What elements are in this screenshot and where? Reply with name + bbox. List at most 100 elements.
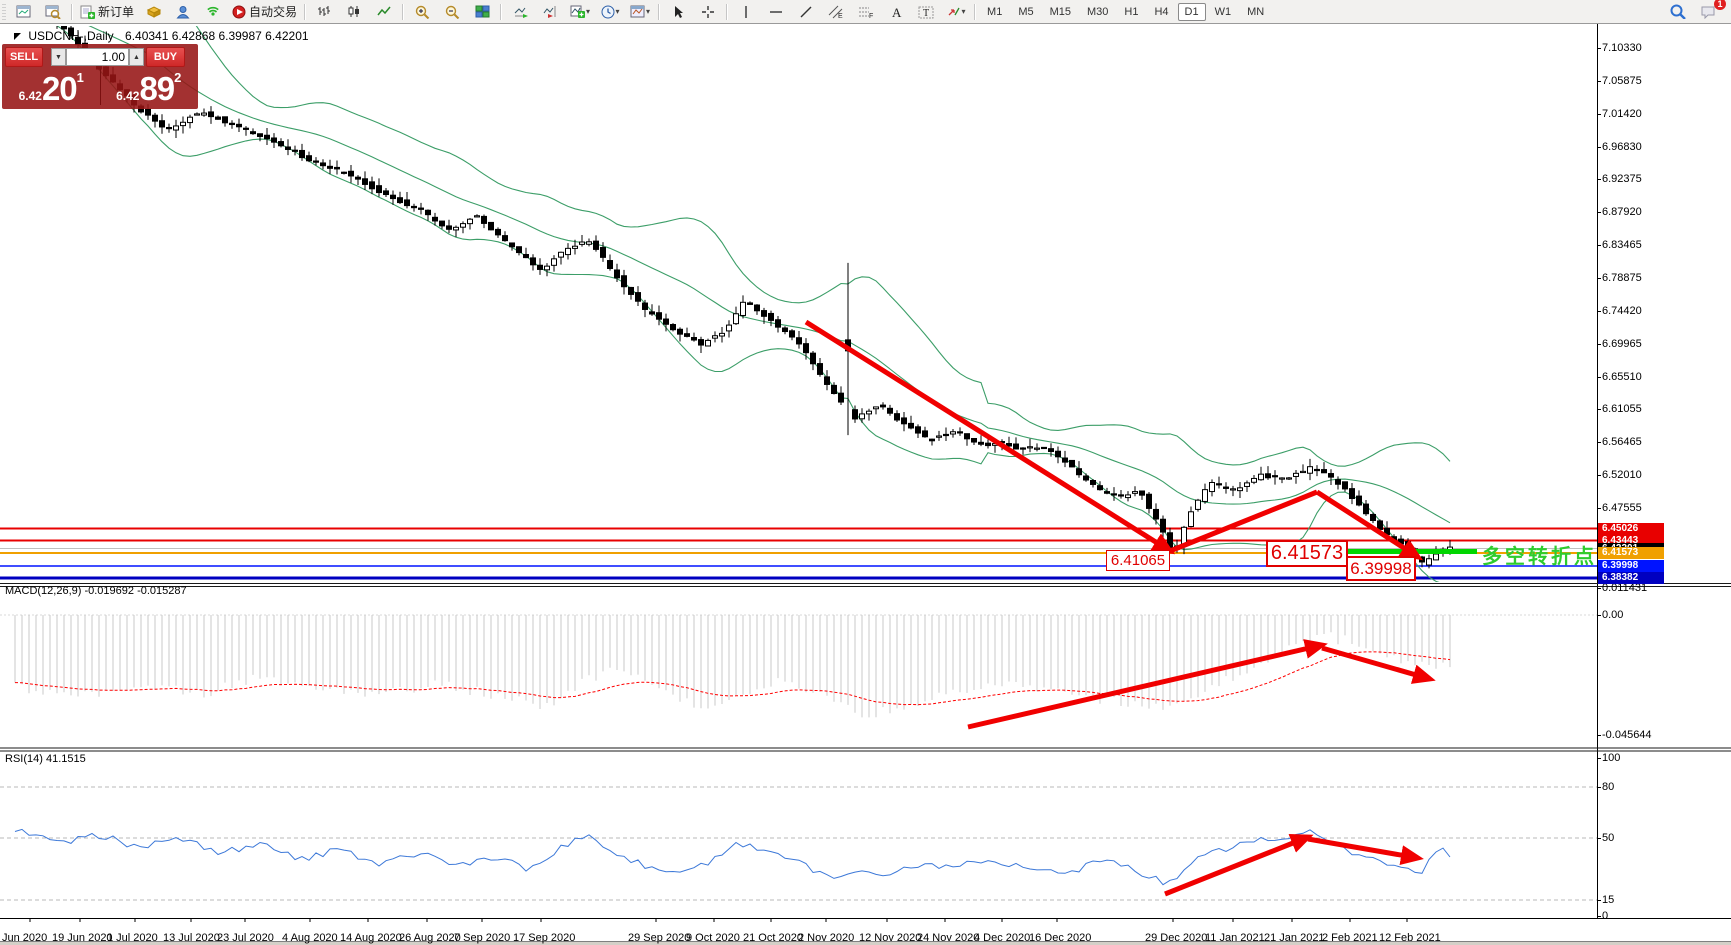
timeframe-D1[interactable]: D1 [1177,2,1206,21]
autotrade-button[interactable]: 自动交易 [229,1,300,23]
arrows-tool[interactable]: ▾ [942,1,970,23]
sell-button[interactable]: SELL [5,47,43,67]
price-tick-mark [1597,277,1601,279]
candlestick-chart-icon[interactable] [340,1,368,23]
price-divider [99,69,101,105]
horizontal-line-tool[interactable] [762,1,790,23]
toolbar-separator [500,3,503,20]
date-tick-label: 9 Oct 2020 [686,932,740,944]
date-tick-label: 14 Aug 2020 [340,932,402,944]
new-order-button[interactable]: 新订单 [77,1,137,23]
date-tick-label: 24 Nov 2020 [917,932,980,944]
crosshair-tool[interactable] [694,1,722,23]
indicator-tick-label: 0 [1602,910,1609,922]
charts-window-icon[interactable] [9,1,37,23]
indicator-tick-label: -0.045644 [1602,729,1652,741]
ohlc-values: 6.40341 6.42868 6.39987 6.42201 [125,29,309,43]
timeframe-H1[interactable]: H1 [1124,5,1139,18]
buy-price[interactable]: 6.42 89 2 [102,69,197,105]
date-tick-label: 4 Dec 2020 [974,932,1031,944]
price-tick-label: 6.52010 [1602,469,1642,482]
zoom-out-icon[interactable] [438,1,466,23]
text-tool[interactable]: A [882,1,910,23]
indicator-tick-label: 100 [1602,752,1621,764]
price-tick-mark [1597,376,1601,378]
notifications-button[interactable]: 1 [1694,0,1726,23]
price-tick-label: 6.74420 [1602,304,1642,317]
timeframe-M5[interactable]: M5 [1018,5,1034,18]
date-tick-label: 16 Dec 2020 [1029,932,1092,944]
timeframe-M30[interactable]: M30 [1087,5,1109,18]
indicator-tick-label: 0.00 [1602,609,1624,621]
zoom-in-icon[interactable] [408,1,436,23]
svg-text:E: E [838,13,843,19]
auto-scroll-icon[interactable] [506,1,534,23]
price-callout-6-41573[interactable]: 6.41573 [1266,540,1348,567]
date-tick-label: 1 Jul 2020 [107,932,158,944]
price-tick-label: 7.01420 [1602,107,1642,120]
dropdown-caret: ▾ [961,7,966,16]
price-tag-6.41573: 6.41573 [1598,547,1664,559]
rsi-label: RSI(14) 41.1515 [5,753,86,765]
date-tick-label: 4 Aug 2020 [282,932,338,944]
indicator-tick-mark [1597,916,1601,917]
volume-decrease-button[interactable]: ▼ [51,48,66,66]
timeframe-H4[interactable]: H4 [1154,5,1169,18]
volume-input[interactable]: 1.00 [66,48,129,66]
vertical-line-tool[interactable] [732,1,760,23]
date-tick-label: 19 Jun 2020 [52,932,113,944]
price-tick-label: 6.78875 [1602,271,1642,284]
toolbar-separator [974,3,977,20]
line-chart-icon[interactable] [370,1,398,23]
indicator-tick-label: 50 [1602,832,1615,844]
timeframe-W1[interactable]: W1 [1214,5,1232,18]
macd-label: MACD(12,26,9) -0.019692 -0.015287 [5,585,187,597]
date-tick-label: 17 Sep 2020 [513,932,576,944]
window-bottom-edge [0,941,1731,945]
volume-increase-button[interactable]: ▲ [129,48,144,66]
date-tick-label: 23 Jul 2020 [217,932,274,944]
date-tick-label: 12 Feb 2021 [1379,932,1441,944]
trendline-tool[interactable] [792,1,820,23]
date-tick-label: 29 Dec 2020 [1145,932,1208,944]
chart-shift-icon[interactable] [536,1,564,23]
bar-chart-icon[interactable] [310,1,338,23]
price-tick-mark [1597,343,1601,345]
date-tick-label: 2 Nov 2020 [798,932,855,944]
turning-point-annotation[interactable]: 多空转折点 [1482,546,1597,568]
tile-windows-icon[interactable] [468,1,496,23]
community-icon[interactable] [169,1,197,23]
signals-icon[interactable] [199,1,227,23]
sell-price[interactable]: 6.42 20 1 [4,69,99,105]
timeframe-MN[interactable]: MN [1247,5,1265,18]
price-tick-mark [1597,80,1601,82]
indicator-tick-mark [1597,758,1601,759]
buy-button[interactable]: BUY [146,47,185,67]
chart-window[interactable]: USDCNH-,Daily 6.40341 6.42868 6.39987 6.… [0,24,1731,945]
price-tick-label: 6.69965 [1602,337,1642,350]
fibonacci-tool[interactable]: F [852,1,880,23]
timeframe-M1[interactable]: M1 [987,5,1003,18]
indicators-menu-button[interactable]: ▾ [566,1,594,23]
search-icon[interactable] [1664,1,1692,23]
data-window-icon[interactable] [39,1,67,23]
equidistant-channel-tool[interactable]: E [822,1,850,23]
timeframe-M15[interactable]: M15 [1049,5,1071,18]
templates-menu-button[interactable]: ▾ [626,1,654,23]
price-tick-mark [1597,475,1601,477]
price-callout-6-39998[interactable]: 6.39998 [1346,556,1416,581]
indicator-tick-mark [1597,838,1601,839]
indicator-tick-label: 0.011431 [1602,582,1648,594]
cursor-tool[interactable] [664,1,692,23]
chart-canvas[interactable] [0,24,1731,945]
date-tick-label: 7 Sep 2020 [454,932,511,944]
price-tick-mark [1597,442,1601,444]
periods-menu-button[interactable]: ▾ [596,1,624,23]
date-tick-label: 13 Jul 2020 [163,932,220,944]
toolbar-separator [726,3,729,20]
market-icon[interactable] [139,1,167,23]
price-callout-6-41065[interactable]: 6.41065 [1106,550,1170,571]
date-tick-label: 11 Jan 2021 [1205,932,1265,944]
date-tick-label: 12 Nov 2020 [859,932,922,944]
text-label-tool[interactable]: T [912,1,940,23]
